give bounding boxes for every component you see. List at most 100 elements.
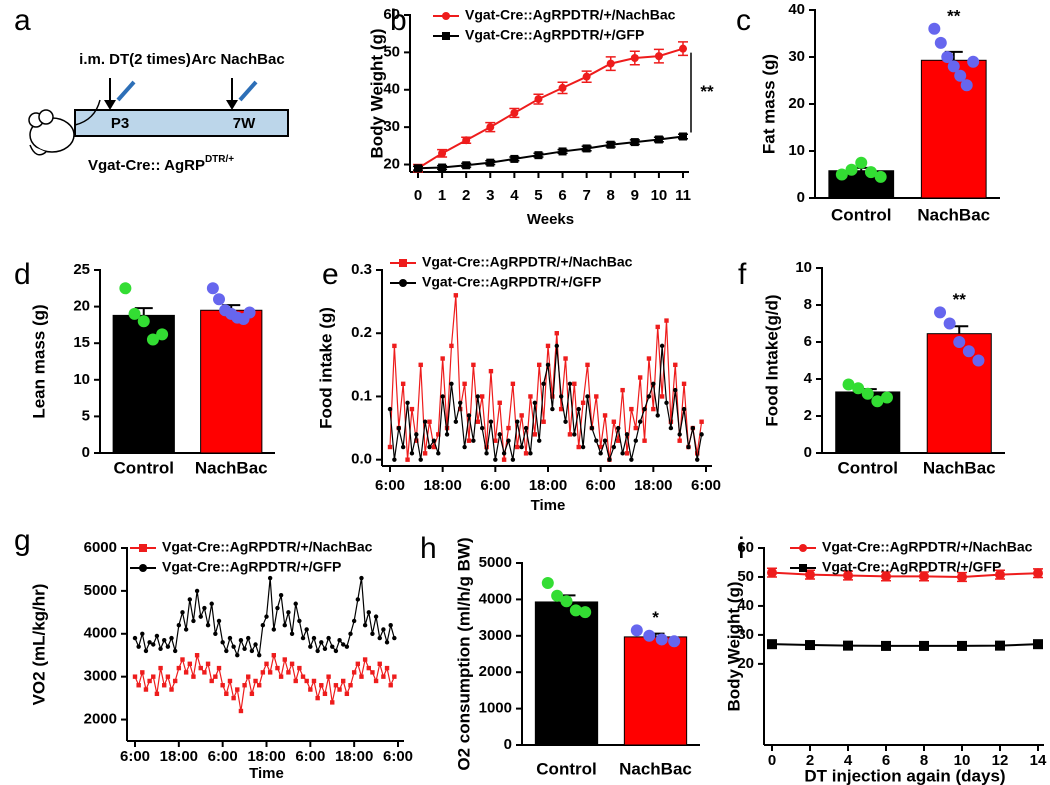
point bbox=[235, 687, 240, 692]
point bbox=[523, 425, 529, 431]
point bbox=[510, 381, 516, 387]
point bbox=[528, 451, 533, 456]
point bbox=[602, 413, 608, 418]
point bbox=[297, 665, 302, 671]
point bbox=[400, 381, 406, 387]
data-point bbox=[861, 387, 874, 400]
y-tick-label: 2000 bbox=[84, 711, 117, 728]
point bbox=[427, 419, 432, 424]
point bbox=[431, 438, 437, 443]
annotation: ** bbox=[947, 6, 961, 25]
point bbox=[572, 432, 577, 437]
data-point bbox=[967, 55, 980, 68]
point bbox=[598, 444, 603, 450]
point bbox=[501, 457, 507, 462]
point bbox=[388, 683, 393, 688]
point bbox=[475, 394, 480, 399]
point bbox=[355, 661, 361, 666]
point bbox=[580, 444, 586, 450]
point bbox=[957, 640, 967, 651]
point bbox=[414, 164, 422, 173]
point bbox=[136, 644, 141, 649]
point bbox=[362, 657, 368, 662]
y-tick-label: 0.3 bbox=[351, 261, 372, 278]
point bbox=[528, 394, 533, 399]
point bbox=[235, 653, 240, 658]
point bbox=[227, 635, 233, 641]
point bbox=[475, 419, 480, 424]
point bbox=[341, 642, 346, 647]
point bbox=[673, 362, 678, 368]
data-point bbox=[213, 293, 225, 306]
y-tick-label: 20 bbox=[737, 655, 754, 672]
point bbox=[532, 400, 538, 405]
point bbox=[957, 571, 967, 582]
point bbox=[438, 149, 447, 158]
y-tick-label: 6000 bbox=[84, 539, 117, 556]
point bbox=[224, 691, 229, 697]
point bbox=[286, 610, 291, 615]
point bbox=[373, 614, 379, 619]
point bbox=[158, 646, 163, 651]
data-point bbox=[864, 166, 877, 179]
point bbox=[147, 640, 152, 645]
point bbox=[387, 444, 393, 450]
point bbox=[264, 614, 269, 619]
point bbox=[132, 635, 138, 641]
point bbox=[558, 147, 567, 156]
point bbox=[515, 444, 520, 450]
timeline-bar bbox=[74, 109, 289, 137]
series-line bbox=[389, 345, 703, 462]
point bbox=[278, 674, 284, 679]
point bbox=[264, 661, 269, 666]
point bbox=[300, 635, 306, 641]
point bbox=[278, 592, 284, 598]
point bbox=[187, 597, 192, 602]
point bbox=[582, 144, 591, 153]
point bbox=[384, 640, 390, 645]
point bbox=[651, 381, 656, 387]
point bbox=[311, 678, 317, 684]
point bbox=[659, 394, 665, 399]
point bbox=[209, 601, 214, 606]
point bbox=[462, 136, 471, 145]
data-point bbox=[928, 22, 941, 35]
x-tick-label: 9 bbox=[631, 187, 639, 204]
point bbox=[348, 631, 353, 636]
legend-marker bbox=[139, 564, 147, 572]
point bbox=[242, 683, 247, 688]
data-point bbox=[845, 163, 858, 176]
data-point bbox=[947, 60, 960, 73]
point bbox=[132, 674, 138, 679]
legend-label: Vgat-Cre::AgRPDTR/+/NachBac bbox=[465, 7, 676, 23]
y-tick-label: 10 bbox=[795, 259, 812, 276]
y-tick-label: 5 bbox=[82, 407, 90, 424]
panel-letter: h bbox=[420, 532, 437, 565]
point bbox=[422, 451, 428, 456]
point bbox=[151, 642, 156, 647]
point bbox=[308, 644, 313, 649]
data-point bbox=[953, 336, 966, 348]
y-tick-label: 25 bbox=[73, 261, 90, 278]
point bbox=[919, 640, 929, 651]
point bbox=[220, 683, 225, 688]
point bbox=[642, 406, 647, 412]
legend-label: Vgat-Cre::AgRPDTR/+/NachBac bbox=[822, 539, 1033, 555]
y-tick-label: 30 bbox=[737, 626, 754, 643]
point bbox=[414, 438, 419, 443]
panel-letter: c bbox=[736, 4, 751, 37]
point bbox=[256, 653, 262, 658]
point bbox=[377, 635, 382, 641]
x-tick-label: 12 bbox=[992, 752, 1009, 769]
data-point bbox=[137, 315, 150, 328]
point bbox=[843, 640, 853, 651]
point bbox=[630, 53, 639, 62]
point bbox=[501, 451, 507, 456]
y-tick-label: 4000 bbox=[84, 625, 117, 642]
point bbox=[486, 123, 495, 132]
data-point bbox=[943, 317, 956, 330]
point bbox=[673, 387, 678, 393]
x-tick-label: 3 bbox=[486, 187, 494, 204]
series-line bbox=[771, 571, 1039, 578]
point bbox=[405, 457, 410, 462]
